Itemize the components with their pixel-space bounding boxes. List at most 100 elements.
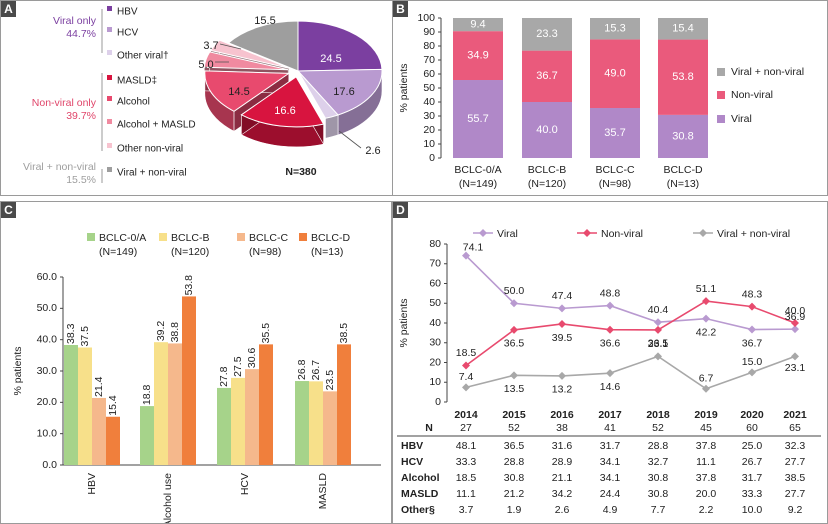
bar-segment <box>590 108 640 158</box>
group-percent: 15.5% <box>66 174 96 186</box>
table-cell: 20.0 <box>696 488 717 500</box>
panel-d: D % patients 0 10 20 30 40 50 60 70 80 Viral Non-vi… <box>392 201 828 524</box>
bar-value-label: 15.4 <box>672 23 693 35</box>
pie-slice <box>240 76 325 128</box>
bar <box>245 369 259 465</box>
pie-slice <box>297 20 383 72</box>
panel-a-label: A <box>1 1 16 17</box>
bar-value-label: 39.2 <box>155 321 167 342</box>
table-cell: 30.8 <box>648 472 669 484</box>
bar-segment <box>522 18 572 51</box>
year-label: 2014 <box>454 409 478 421</box>
x-category-label: HBV <box>86 473 98 495</box>
bar-value-label: 27.8 <box>218 366 230 387</box>
sample-size-label: N=380 <box>285 166 316 178</box>
y-tick-label: 10 <box>429 376 441 388</box>
bar-value-label: 49.0 <box>604 68 625 80</box>
legend-entry-n: (N=98) <box>249 246 281 258</box>
y-axis-label: % patients <box>398 298 410 347</box>
bar <box>231 377 245 465</box>
pie-slice <box>227 20 299 72</box>
table-cell: 11.1 <box>456 488 476 500</box>
x-category-n: (N=120) <box>528 178 566 190</box>
panel-c: C % patients 0.0 10.0 20.0 30.0 40.0 50.0 60.0 B… <box>0 201 392 524</box>
bar-value-label: 38.8 <box>169 322 181 343</box>
x-category-label: BCLC-0/A <box>454 164 501 176</box>
y-tick-label: 0 <box>429 152 435 164</box>
legend-marker <box>583 229 591 237</box>
bar-value-label: 9.4 <box>470 18 485 30</box>
legend-swatch <box>717 68 725 76</box>
slice-value-label: 5.0 <box>198 59 213 71</box>
legend-entry: Other non-viral <box>117 144 183 155</box>
bar-value-label: 53.8 <box>183 275 195 296</box>
bar-value-label: 23.5 <box>324 370 336 391</box>
point-value-label: 50.0 <box>504 285 525 297</box>
table-cell: 37.8 <box>696 472 717 484</box>
group-percent: 44.7% <box>66 28 96 40</box>
data-point <box>702 314 710 323</box>
group-label: Viral + non-viral <box>23 161 96 173</box>
table-cell: 30.8 <box>504 472 525 484</box>
y-tick-label: 50 <box>423 82 435 94</box>
y-tick-label: 30.0 <box>37 365 58 377</box>
point-value-label: 40.0 <box>785 305 806 317</box>
point-value-label: 18.5 <box>456 347 477 359</box>
legend-marker <box>479 229 487 237</box>
y-tick-label: 60 <box>429 277 441 289</box>
x-category-label: MASLD <box>317 473 329 510</box>
table-cell: 33.3 <box>742 488 763 500</box>
pie-slice <box>297 70 339 119</box>
bar-segment <box>522 102 572 158</box>
data-point <box>748 368 756 377</box>
table-cell: 36.5 <box>504 440 525 452</box>
y-tick-label: 10 <box>423 138 435 150</box>
bar <box>64 344 78 465</box>
data-point <box>748 302 756 311</box>
pie-slice-side <box>325 114 339 139</box>
y-tick-label: 60.0 <box>37 271 58 283</box>
bar-value-label: 37.5 <box>79 326 91 347</box>
point-value-label: 36.7 <box>742 337 763 349</box>
data-point <box>558 304 566 313</box>
point-value-label: 48.8 <box>600 287 621 299</box>
x-category-label: Alcohol use <box>162 473 174 523</box>
data-point <box>606 325 614 334</box>
table-cell: 2.6 <box>555 504 570 516</box>
slice-value-label: 24.5 <box>320 53 341 65</box>
series-line <box>465 300 796 367</box>
grouped-bar-chart-svg: % patients 0.0 10.0 20.0 30.0 40.0 50.0 60.0 BCL… <box>12 232 381 523</box>
table-row-label: Alcohol <box>401 472 440 484</box>
y-tick-label: 60 <box>423 68 435 80</box>
legend-entry-n: (N=149) <box>99 246 137 258</box>
bar-value-label: 53.8 <box>672 71 693 83</box>
bar <box>106 416 120 465</box>
group-label: Non-viral only <box>32 97 97 109</box>
data-point <box>748 325 756 334</box>
table-cell: 26.7 <box>742 456 763 468</box>
legend-entry: Other viral† <box>117 51 169 62</box>
y-tick-label: 10.0 <box>37 427 58 439</box>
bar-segment <box>453 18 503 32</box>
table-n-label: N <box>425 422 433 434</box>
table-cell: 28.9 <box>552 456 573 468</box>
legend-swatch <box>107 119 112 124</box>
bar-value-label: 18.8 <box>141 384 153 405</box>
x-category-n: (N=149) <box>459 178 497 190</box>
data-point <box>654 325 662 334</box>
data-point <box>510 299 518 308</box>
y-tick-label: 40 <box>429 317 441 329</box>
table-cell: 3.7 <box>459 504 474 516</box>
legend-entry: Viral + non-viral <box>717 228 790 240</box>
table-cell: 21.1 <box>552 472 573 484</box>
table-cell: 28.8 <box>504 456 525 468</box>
legend-swatch <box>299 233 307 241</box>
y-tick-label: 30 <box>423 110 435 122</box>
data-point <box>510 325 518 334</box>
bar-value-label: 26.8 <box>296 359 308 380</box>
year-label: 2016 <box>550 409 574 421</box>
bar-segment <box>590 39 640 109</box>
table-cell: 21.2 <box>504 488 525 500</box>
